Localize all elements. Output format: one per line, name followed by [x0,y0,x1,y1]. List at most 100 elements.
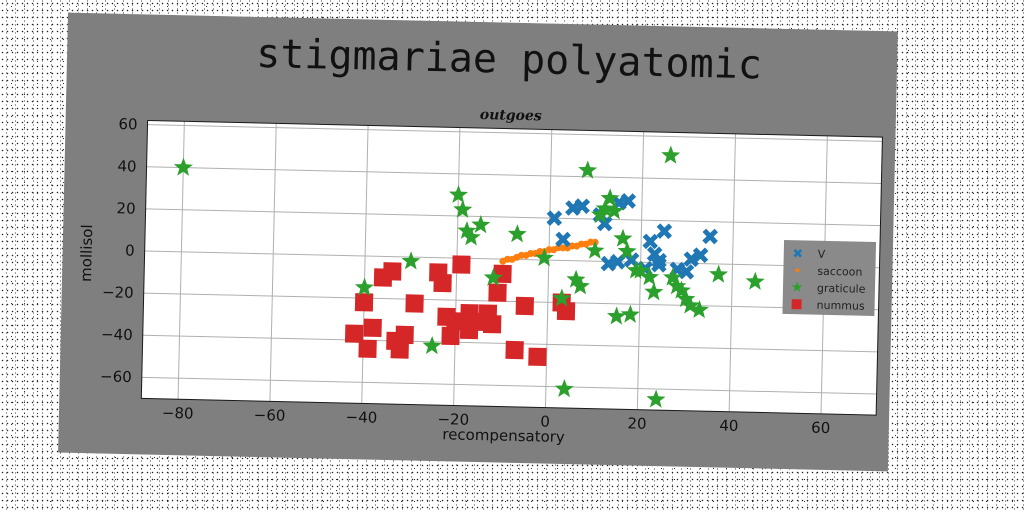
x-tick-label: −20 [437,410,469,429]
data-point-graticule [663,267,683,286]
data-point-graticule [401,251,421,270]
y-tick-label: −60 [100,367,132,386]
data-point-nummus [390,340,409,359]
data-point-graticule [570,276,590,295]
data-point-graticule [354,277,374,296]
x-tick-label: −40 [345,408,377,427]
data-point-graticule [604,201,624,220]
legend-marker-v [793,248,803,258]
y-tick-label: −20 [102,283,134,302]
data-point-v [692,247,709,264]
data-point-graticule [620,304,640,323]
x-tick-labels: −80 −60 −40 −20 0 20 40 60 [162,404,831,437]
data-point-graticule [631,260,651,279]
y-axis-label: mollisol [77,224,96,282]
y-tick-label: 40 [117,157,136,175]
data-marks [173,145,765,408]
x-tick-label: 20 [627,414,646,432]
data-point-graticule [745,271,765,290]
chart-subtitle: outgoes [480,107,542,124]
data-point-graticule [613,228,633,247]
data-point-graticule [709,264,729,283]
legend-label: graticule [817,282,866,296]
data-point-nummus [505,340,524,360]
x-tick-label: −80 [162,404,194,423]
data-point-nummus [452,255,471,274]
y-tick-label: 0 [125,242,135,260]
legend-item-graticule: graticule [791,281,866,296]
data-point-graticule [585,240,605,259]
x-tick-label: 40 [719,417,738,435]
data-point-nummus [446,312,465,331]
data-point-graticule [617,241,637,260]
chart-title: stigmariae polyatomic [256,31,763,88]
data-point-nummus [344,324,364,343]
data-point-v [620,193,637,209]
data-point-v [555,231,571,248]
x-tick-label: −60 [254,406,286,425]
x-tick-label: 60 [811,419,830,437]
data-point-graticule [680,295,700,314]
data-point-nummus [460,303,479,323]
data-point-graticule [667,276,687,295]
data-point-v [642,233,659,250]
chart-figure: stigmariae polyatomic outgoes −80 −60 −40−… [58,12,898,472]
data-point-graticule [173,157,193,176]
data-point-graticule [448,184,468,204]
data-point-nummus [483,315,502,334]
legend-box [782,239,877,317]
data-point-nummus [363,318,382,338]
data-point-nummus [433,273,452,293]
y-grid-line [141,376,877,395]
plot-area [141,120,883,416]
data-point-v [678,263,695,280]
y-grid-line [146,166,882,184]
data-point-v [656,223,673,240]
legend-label: V [818,248,826,261]
data-point-graticule [453,199,473,218]
data-point-graticule [483,267,503,287]
legend-item-saccoon: saccoon [795,265,863,279]
data-point-nummus [358,339,377,358]
data-point-graticule [461,227,481,246]
data-point-graticule [507,224,527,243]
y-grid-line [145,208,881,227]
x-axis-label: recompensatory [442,425,565,446]
legend-marker-saccoon [795,268,800,273]
y-tick-label: 20 [116,199,135,217]
legend-marker-graticule [791,281,803,292]
y-tick-labels: −60 −40 −20 0 20 40 60 [100,115,138,386]
data-point-graticule [552,288,572,307]
data-point-graticule [606,306,627,325]
plot-frame [140,119,883,416]
legend-label: saccoon [817,265,862,279]
data-point-graticule [566,269,586,288]
data-point-nummus [488,283,507,302]
data-point-graticule [471,214,491,234]
data-point-graticule [640,267,660,286]
data-point-graticule [671,280,691,299]
data-point-v [683,251,700,268]
data-point-nummus [383,262,402,281]
data-point-nummus [515,296,534,316]
data-point-nummus [441,326,460,346]
data-point-graticule [600,188,620,207]
legend-label: nummus [816,299,865,313]
data-point-graticule [534,248,554,267]
data-point-graticule [554,378,574,398]
data-point-v [651,256,667,273]
data-point-v [702,228,719,245]
data-point-graticule [457,220,477,240]
data-point-graticule [676,289,696,308]
data-point-nummus [395,325,414,345]
legend-item-v: V [793,248,826,261]
x-tick-label: 0 [540,412,550,430]
data-point-graticule [644,282,664,301]
data-point-graticule [422,335,442,355]
series-graticule [173,145,765,408]
data-point-nummus [405,294,424,313]
y-tick-label: −40 [101,325,133,344]
legend-item-nummus: nummus [791,299,865,313]
